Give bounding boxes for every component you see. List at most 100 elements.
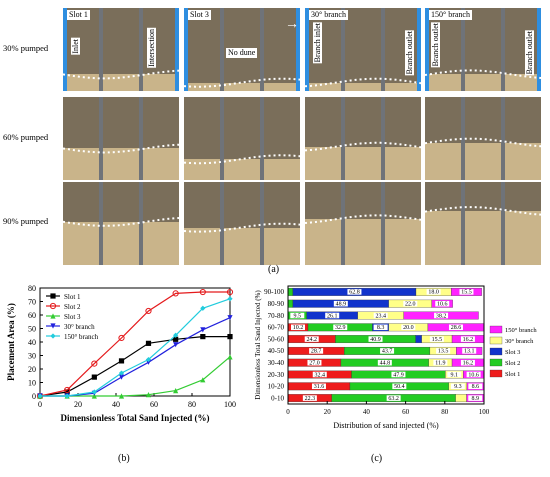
segment-label-bg bbox=[447, 371, 462, 378]
segment-label-bg bbox=[377, 359, 392, 366]
legend-swatch bbox=[489, 347, 503, 356]
segment-label: 32.4 bbox=[315, 372, 326, 378]
annotation-inlet: Inlet bbox=[71, 38, 80, 55]
y-tick-label: 20-30 bbox=[268, 371, 285, 379]
data-point bbox=[145, 307, 152, 315]
segment-label: 22.0 bbox=[405, 301, 416, 307]
y-tick-label: 60 bbox=[28, 311, 36, 320]
data-point bbox=[200, 327, 206, 333]
photo-r1-c2: Slot 3 No dune → bbox=[184, 8, 300, 91]
segment-label: 40.9 bbox=[370, 337, 381, 343]
data-point bbox=[91, 374, 97, 380]
caption-a: (a) bbox=[268, 264, 280, 275]
segment-label: 48.9 bbox=[336, 301, 347, 307]
legend-marker bbox=[50, 333, 56, 339]
legend-marker bbox=[50, 293, 56, 299]
flow-direction-arrow-icon: → bbox=[285, 17, 299, 32]
segment-label: 16.2 bbox=[463, 360, 474, 366]
photo-r2-c4 bbox=[425, 97, 541, 180]
segment-label: 13.5 bbox=[438, 349, 449, 355]
segment-label-bg bbox=[304, 336, 319, 342]
column-title-30-branch: 30° branch bbox=[309, 10, 348, 20]
x-axis-label: Dimensionless Total Sand Injected (%) bbox=[60, 413, 209, 423]
legend-label: 150° branch bbox=[64, 333, 99, 341]
segment-label-bg bbox=[380, 348, 395, 354]
column-title-slot-1: Slot 1 bbox=[67, 10, 90, 20]
y-tick-label: 70 bbox=[28, 298, 36, 307]
segment-label: 16.2 bbox=[463, 337, 474, 343]
column-title-150-branch: 150° branch bbox=[429, 10, 472, 20]
y-tick-label: 70-80 bbox=[268, 312, 285, 320]
segment-label: 24.2 bbox=[306, 337, 317, 343]
legend-label: Slot 3 bbox=[505, 349, 520, 356]
segment-label: 32.9 bbox=[335, 325, 346, 331]
data-point bbox=[200, 305, 206, 311]
series-line-0 bbox=[39, 335, 230, 397]
segment-label: 28.6 bbox=[451, 325, 462, 331]
data-point bbox=[173, 332, 179, 338]
dune-outline bbox=[425, 137, 541, 148]
segment-label: 15.5 bbox=[432, 337, 443, 343]
data-point bbox=[200, 377, 206, 383]
y-tick-label: 50 bbox=[28, 325, 36, 334]
segment-label-bg bbox=[468, 395, 483, 401]
x-tick-label: 40 bbox=[363, 408, 371, 416]
segment-label: 13.1 bbox=[464, 349, 475, 355]
data-point bbox=[227, 315, 233, 321]
data-point bbox=[118, 334, 125, 342]
bar-segment bbox=[455, 394, 467, 403]
legend-swatch bbox=[489, 369, 503, 378]
data-point bbox=[227, 334, 233, 340]
x-tick-label: 60 bbox=[150, 400, 158, 409]
data-point bbox=[172, 290, 179, 297]
caption-b: (b) bbox=[118, 453, 130, 464]
segment-label-bg bbox=[433, 359, 448, 366]
data-point bbox=[200, 334, 206, 340]
segment-label-bg bbox=[373, 312, 388, 319]
y-tick-label: 0-10 bbox=[271, 394, 284, 402]
segment-label-bg bbox=[426, 289, 441, 295]
data-point bbox=[173, 342, 179, 348]
segment-label-bg bbox=[391, 371, 406, 378]
photo-r2-c1 bbox=[63, 97, 179, 180]
legend-label: 150° branch bbox=[505, 327, 537, 334]
y-tick-label: 80 bbox=[28, 284, 36, 293]
placement-area-line-chart: 0 20 40 60 80 100 0 10 20 30 40 50 60 70 80 Dimensionle… bbox=[6, 284, 236, 423]
segment-label-bg bbox=[290, 312, 305, 319]
column-title-slot-3: Slot 3 bbox=[188, 10, 211, 20]
x-tick-label: 0 bbox=[286, 408, 290, 416]
data-point bbox=[173, 388, 179, 394]
data-point bbox=[64, 393, 70, 399]
photo-r2-c3 bbox=[305, 97, 421, 180]
dune-outline bbox=[63, 143, 179, 154]
y-tick-label: 30 bbox=[28, 352, 36, 361]
segment-label: 9.3 bbox=[454, 384, 462, 390]
data-point bbox=[199, 288, 206, 296]
segment-label-bg bbox=[347, 289, 362, 295]
segment-label-bg bbox=[459, 289, 474, 295]
data-point bbox=[118, 393, 125, 399]
segment-label-bg bbox=[466, 371, 481, 378]
data-point bbox=[91, 393, 97, 399]
data-point bbox=[173, 336, 179, 342]
segment-label-bg bbox=[302, 395, 317, 401]
photo-r3-c2 bbox=[184, 182, 300, 265]
data-point bbox=[145, 359, 152, 365]
legend-swatch bbox=[489, 325, 503, 334]
segment-label: 18.0 bbox=[428, 290, 439, 296]
photo-r2-c2 bbox=[184, 97, 300, 180]
photo-r3-c4 bbox=[425, 182, 541, 265]
data-point bbox=[91, 360, 98, 367]
segment-label-bg bbox=[386, 395, 401, 401]
y-tick-label: 0 bbox=[32, 392, 36, 401]
dune-outline bbox=[63, 217, 179, 227]
data-point bbox=[145, 392, 152, 398]
y-tick-label: 20 bbox=[28, 365, 36, 374]
annotation-branch-outlet-150-left: Branch outlet bbox=[431, 22, 440, 68]
segment-label-bg bbox=[309, 348, 324, 354]
data-point bbox=[64, 386, 71, 394]
segment-label: 62.8 bbox=[349, 290, 360, 296]
data-point bbox=[227, 296, 233, 302]
